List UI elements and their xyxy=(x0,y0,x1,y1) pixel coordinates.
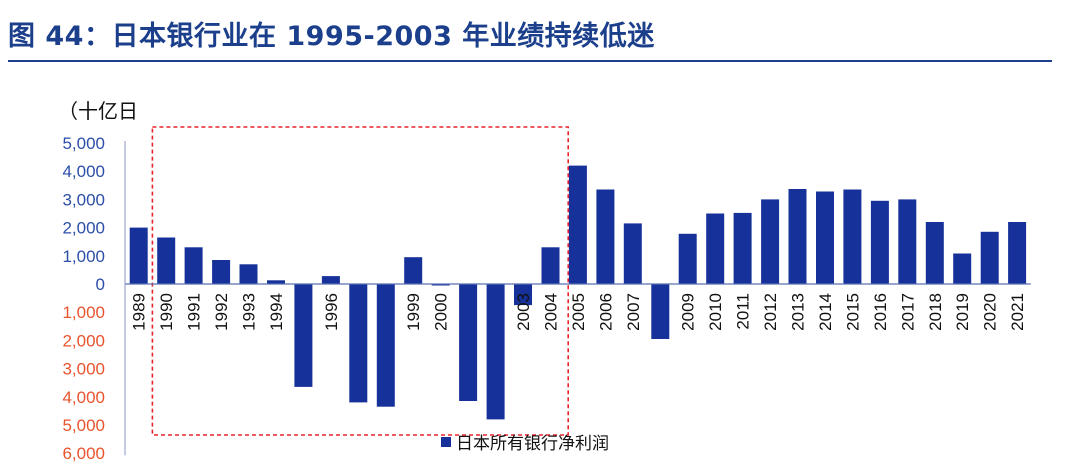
x-tick-label: 2007 xyxy=(624,293,643,331)
x-tick-label: 2009 xyxy=(679,293,698,331)
bar-2005 xyxy=(568,165,587,284)
bar-1993 xyxy=(239,264,258,284)
bar-2013 xyxy=(788,189,807,284)
x-tick-label: 1992 xyxy=(212,293,231,331)
x-tick-label: 2019 xyxy=(953,293,972,331)
x-tick-label: 1999 xyxy=(404,293,423,331)
x-tick-label: 2015 xyxy=(843,293,862,331)
y-tick-label: 0 xyxy=(96,275,105,294)
bar-1997 xyxy=(349,284,368,403)
bar-2016 xyxy=(870,200,889,284)
legend-swatch xyxy=(441,437,451,447)
highlight-layer xyxy=(151,126,569,436)
x-tick-label: 1991 xyxy=(185,293,204,331)
y-tick-label: 6,000 xyxy=(62,444,105,463)
x-tick-label: 2003 xyxy=(514,293,533,331)
y-tick-label: 1,000 xyxy=(62,303,105,322)
x-tick-label: 2000 xyxy=(432,293,451,331)
x-tick-label: 2010 xyxy=(706,293,725,331)
bar-2007 xyxy=(623,223,642,284)
bar-2018 xyxy=(925,222,944,284)
bar-2012 xyxy=(761,199,780,284)
bar-2000 xyxy=(431,284,450,286)
bar-2014 xyxy=(816,191,834,284)
x-tick-label: 2006 xyxy=(596,293,615,331)
bar-1995 xyxy=(294,284,313,387)
x-tick-label: 2018 xyxy=(926,293,945,331)
y-unit-label: （十亿日 xyxy=(58,100,138,123)
bar-2009 xyxy=(678,233,697,284)
bar-1991 xyxy=(184,247,203,284)
x-tick-label: 2004 xyxy=(542,293,561,331)
bar-2015 xyxy=(843,189,862,284)
bar-2020 xyxy=(980,231,999,284)
bar-1996 xyxy=(321,276,340,284)
y-tick-label: 2,000 xyxy=(62,331,105,350)
x-tick-label: 2017 xyxy=(898,293,917,331)
legend: 日本所有银行净利润 xyxy=(441,434,609,453)
x-tick-label: 2021 xyxy=(1008,293,1027,331)
x-tick-labels: 1989 1990 1991 1992 1993 1994 1996 1999 2000 2003… xyxy=(130,293,1027,331)
bar-2006 xyxy=(596,189,615,284)
y-tick-label: 4,000 xyxy=(62,388,105,407)
x-tick-label: 2005 xyxy=(569,293,588,331)
bar-2011 xyxy=(733,212,752,284)
y-tick-label: 5,000 xyxy=(62,134,105,153)
bar-2004 xyxy=(541,247,560,284)
bar-1998 xyxy=(376,284,395,407)
y-tick-label: 5,000 xyxy=(62,416,105,435)
x-tick-label: 2011 xyxy=(734,293,753,330)
bar-2021 xyxy=(1008,222,1027,284)
x-tick-label: 2012 xyxy=(761,293,780,331)
bar-1999 xyxy=(404,257,423,284)
highlight-box xyxy=(151,126,569,436)
bar-1990 xyxy=(157,237,176,284)
bar-2003 xyxy=(514,284,532,306)
bar-2001 xyxy=(459,284,478,401)
x-tick-label: 1994 xyxy=(267,293,286,331)
x-tick-label: 2013 xyxy=(789,293,808,331)
x-tick-label: 2014 xyxy=(816,293,835,331)
y-tick-label: 3,000 xyxy=(62,360,105,379)
bar-2017 xyxy=(898,199,917,284)
bar-1994 xyxy=(267,280,285,284)
x-tick-label: 2016 xyxy=(871,293,890,331)
x-tick-label: 1989 xyxy=(130,293,149,331)
y-tick-label: 1,000 xyxy=(62,247,105,266)
bar-1989 xyxy=(129,227,148,284)
axis-layer xyxy=(124,141,1031,456)
x-tick-label: 1990 xyxy=(157,293,176,331)
bars xyxy=(129,165,1027,420)
legend-label: 日本所有银行净利润 xyxy=(456,434,609,453)
bar-2008 xyxy=(651,284,670,339)
y-tick-label: 3,000 xyxy=(62,190,105,209)
x-tick-label: 2020 xyxy=(981,293,1000,331)
y-tick-label: 4,000 xyxy=(62,162,105,181)
x-tick-label: 1993 xyxy=(240,293,259,331)
bar-2010 xyxy=(706,213,725,284)
x-tick-label: 1996 xyxy=(322,293,341,331)
bar-2002 xyxy=(486,284,505,420)
title-rule xyxy=(8,60,1052,62)
bar-2019 xyxy=(953,253,972,284)
y-tick-label: 2,000 xyxy=(62,219,105,238)
bar-1992 xyxy=(212,260,231,284)
y-tick-labels: 5,000 4,000 3,000 2,000 1,000 0 1,000 2,000 3,00… xyxy=(62,134,105,463)
chart-title: 图 44：日本银行业在 1995-2003 年业绩持续低迷 xyxy=(8,21,655,52)
